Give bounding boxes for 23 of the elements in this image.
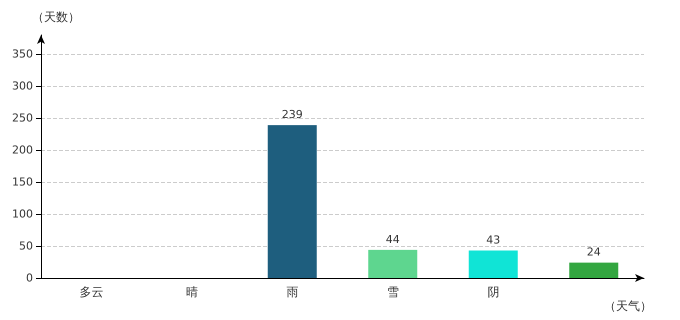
data-label: 44 [386, 232, 400, 246]
y-tick-label: 150 [12, 176, 33, 189]
bar [569, 262, 618, 278]
bar [368, 250, 418, 278]
y-tick-label: 100 [12, 208, 33, 221]
data-label: 24 [586, 246, 601, 259]
y-tick-label: 50 [19, 240, 33, 253]
y-tick-label: 350 [12, 48, 33, 61]
data-label: 43 [486, 234, 500, 247]
y-tick-label: 250 [12, 112, 33, 125]
x-tick-label: 阴 [487, 285, 500, 299]
x-tick-label: 雨 [286, 285, 298, 299]
y-tick-label: 300 [12, 80, 33, 93]
data-label: 239 [282, 108, 303, 122]
y-axis-title: （天数） [32, 10, 80, 24]
y-tick-label: 0 [26, 272, 33, 284]
x-tick-label: 多云 [79, 285, 104, 299]
bar [468, 250, 518, 278]
x-tick-label: 雪 [386, 285, 399, 299]
y-tick-label: 200 [12, 144, 33, 157]
x-tick-label: 晴 [186, 285, 198, 299]
x-axis-title: （天气） [604, 299, 652, 313]
bar [268, 125, 317, 278]
